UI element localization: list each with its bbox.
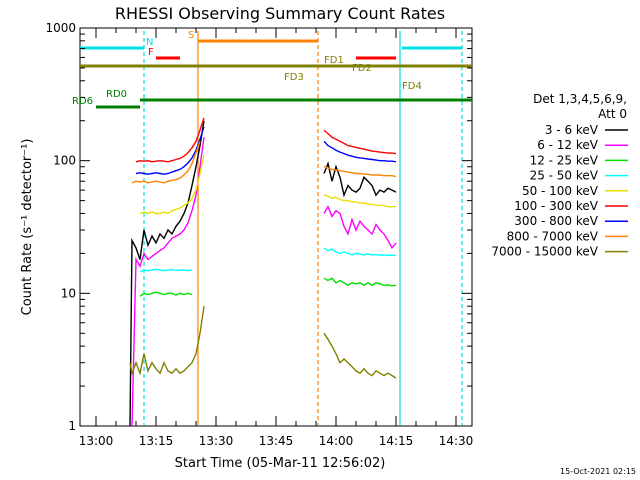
series-line-5 bbox=[135, 117, 205, 163]
series-line-1 bbox=[323, 205, 397, 250]
legend-label: 7000 - 15000 keV bbox=[491, 245, 598, 259]
legend-label: 12 - 25 keV bbox=[530, 153, 599, 167]
legend-label: 50 - 100 keV bbox=[522, 184, 599, 198]
x-axis-label: Start Time (05-Mar-11 12:56:02) bbox=[175, 456, 386, 471]
legend-label: 300 - 800 keV bbox=[514, 214, 598, 228]
series-line-2 bbox=[139, 291, 193, 297]
y-axis-label: Count Rate (s⁻¹ detector⁻¹) bbox=[20, 139, 35, 316]
axis-ticks: 1 10 100 1000 13:00 13:15 13:30 13:45 14:00 14:15… bbox=[45, 21, 473, 448]
chart-title: RHESSI Observing Summary Count Rates bbox=[115, 4, 445, 23]
x-tick-label: 13:30 bbox=[199, 434, 234, 448]
flag-label-f: F bbox=[148, 47, 154, 58]
flag-label-fd4: FD4 bbox=[402, 81, 422, 92]
series-line-7 bbox=[323, 166, 397, 178]
series-line-6 bbox=[323, 140, 397, 163]
x-tick-label: 14:00 bbox=[319, 434, 354, 448]
y-tick-label: 10 bbox=[61, 286, 76, 300]
x-tick-label: 13:45 bbox=[259, 434, 294, 448]
series-line-0 bbox=[323, 161, 397, 198]
flag-label-s: S bbox=[188, 30, 194, 41]
series-line-0 bbox=[129, 120, 205, 427]
series-line-3 bbox=[139, 268, 193, 273]
x-tick-label: 13:15 bbox=[139, 434, 174, 448]
legend-label: 100 - 300 keV bbox=[514, 199, 598, 213]
flag-label-rd6: RD6 bbox=[72, 96, 93, 107]
legend-label: 25 - 50 keV bbox=[530, 169, 599, 183]
flag-label-fd2: FD2 bbox=[352, 63, 372, 74]
y-tick-label: 1000 bbox=[45, 21, 76, 35]
legend-label: 6 - 12 keV bbox=[537, 138, 599, 152]
series-line-4 bbox=[323, 194, 396, 208]
legend-header-1: Det 1,3,4,5,6,9, bbox=[533, 92, 627, 106]
x-tick-label: 14:30 bbox=[439, 434, 474, 448]
series-line-3 bbox=[323, 247, 397, 257]
legend-header-2: Att 0 bbox=[598, 107, 627, 121]
y-tick-label: 1 bbox=[68, 419, 76, 433]
series-line-6 bbox=[135, 126, 205, 175]
series-line-2 bbox=[323, 277, 397, 287]
legend-label: 3 - 6 keV bbox=[545, 123, 599, 137]
flag-bars: N S F FD1 FD2 FD3 FD4 RD0 RD6 bbox=[72, 30, 472, 425]
series-line-1 bbox=[131, 137, 205, 427]
flag-label-n: N bbox=[146, 37, 153, 48]
x-tick-label: 13:00 bbox=[79, 434, 114, 448]
series-line-8 bbox=[129, 306, 205, 376]
y-tick-label: 100 bbox=[53, 154, 76, 168]
series-line-7 bbox=[131, 141, 201, 184]
x-tick-label: 14:15 bbox=[379, 434, 414, 448]
series-line-5 bbox=[323, 129, 397, 155]
legend-label: 800 - 7000 keV bbox=[507, 229, 599, 243]
series-line-8 bbox=[323, 332, 397, 379]
footer-date: 15-Oct-2021 02:15 bbox=[560, 467, 636, 476]
series-line-4 bbox=[139, 155, 205, 215]
flag-label-fd3: FD3 bbox=[284, 72, 304, 83]
flag-label-rd0: RD0 bbox=[106, 89, 127, 100]
flag-label-fd1: FD1 bbox=[324, 55, 344, 66]
series-lines bbox=[129, 117, 397, 427]
